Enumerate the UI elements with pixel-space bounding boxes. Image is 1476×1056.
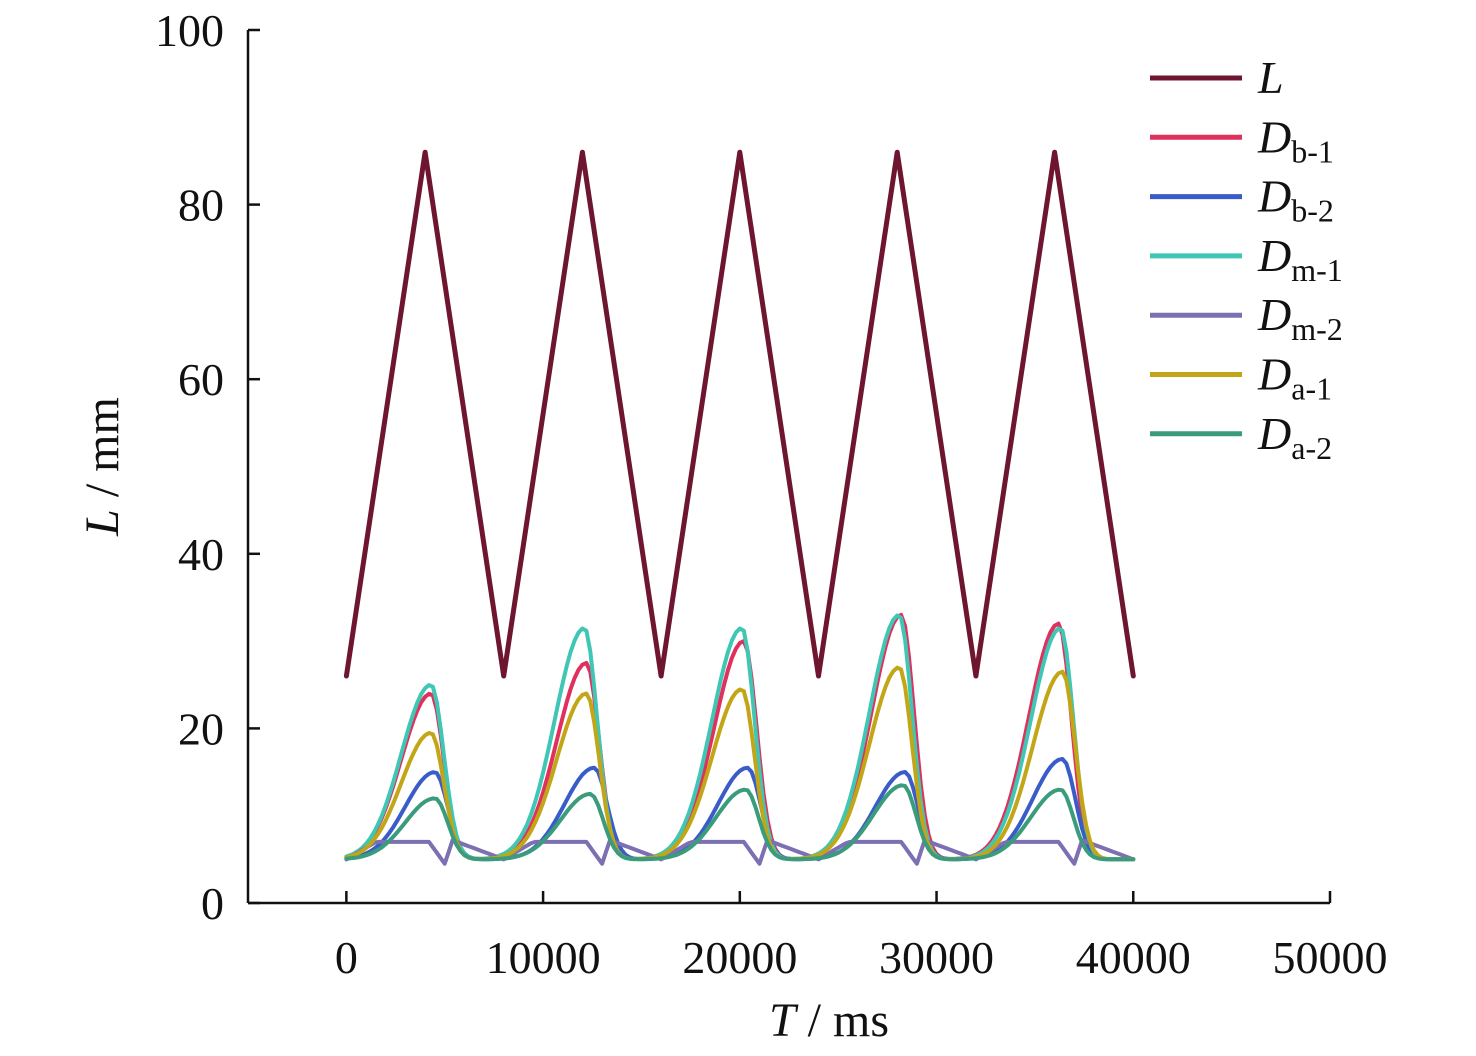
series-layer — [343, 149, 1136, 866]
series-l-line — [343, 149, 1136, 679]
y-tick-label: 60 — [178, 354, 224, 405]
y-tick-label: 80 — [178, 180, 224, 231]
x-axis-symbol: T — [769, 994, 799, 1047]
series-d-m-2-line — [344, 838, 1136, 866]
series-d-m-1-line — [344, 613, 1136, 862]
y-tick-label: 0 — [201, 878, 224, 929]
x-ticks: 0 10000 20000 30000 40000 50000 — [335, 891, 1388, 983]
series-d-b-1-line — [344, 612, 1136, 862]
legend-label-d-a-2: Da-2 — [1257, 408, 1332, 466]
legend-label-d-b-1: Db-1 — [1257, 111, 1334, 169]
y-tick-label: 20 — [178, 703, 224, 754]
x-tick-label: 40000 — [1076, 932, 1191, 983]
x-axis-label: T / ms — [769, 994, 889, 1047]
y-tick-label: 40 — [178, 529, 224, 580]
legend-label-d-m-1: Dm-1 — [1257, 230, 1343, 288]
series-d-a-2-line — [344, 783, 1136, 862]
y-tick-label: 100 — [155, 5, 224, 56]
x-tick-label: 0 — [335, 932, 358, 983]
x-tick-label: 30000 — [879, 932, 994, 983]
y-axis-unit: / mm — [76, 397, 129, 509]
x-axis-unit: / ms — [796, 994, 889, 1047]
plot-area: 0 10000 20000 30000 40000 50000 0 20 40 60 80 100 — [155, 5, 1388, 983]
x-tick-label: 10000 — [486, 932, 601, 983]
legend: L Db-1Db-2Dm-1Dm-2Da-1Da-2 — [1150, 52, 1343, 466]
legend-label-l: L — [1257, 52, 1284, 103]
x-tick-label: 20000 — [682, 932, 797, 983]
legend-label-d-b-2: Db-2 — [1257, 171, 1334, 229]
y-axis-label: L / mm — [76, 397, 129, 537]
x-tick-label: 50000 — [1273, 932, 1388, 983]
legend-label-d-a-1: Da-1 — [1257, 349, 1332, 407]
y-axis-symbol: L — [76, 509, 129, 537]
legend-label-d-m-2: Dm-2 — [1257, 289, 1343, 347]
y-ticks: 0 20 40 60 80 100 — [155, 5, 260, 929]
